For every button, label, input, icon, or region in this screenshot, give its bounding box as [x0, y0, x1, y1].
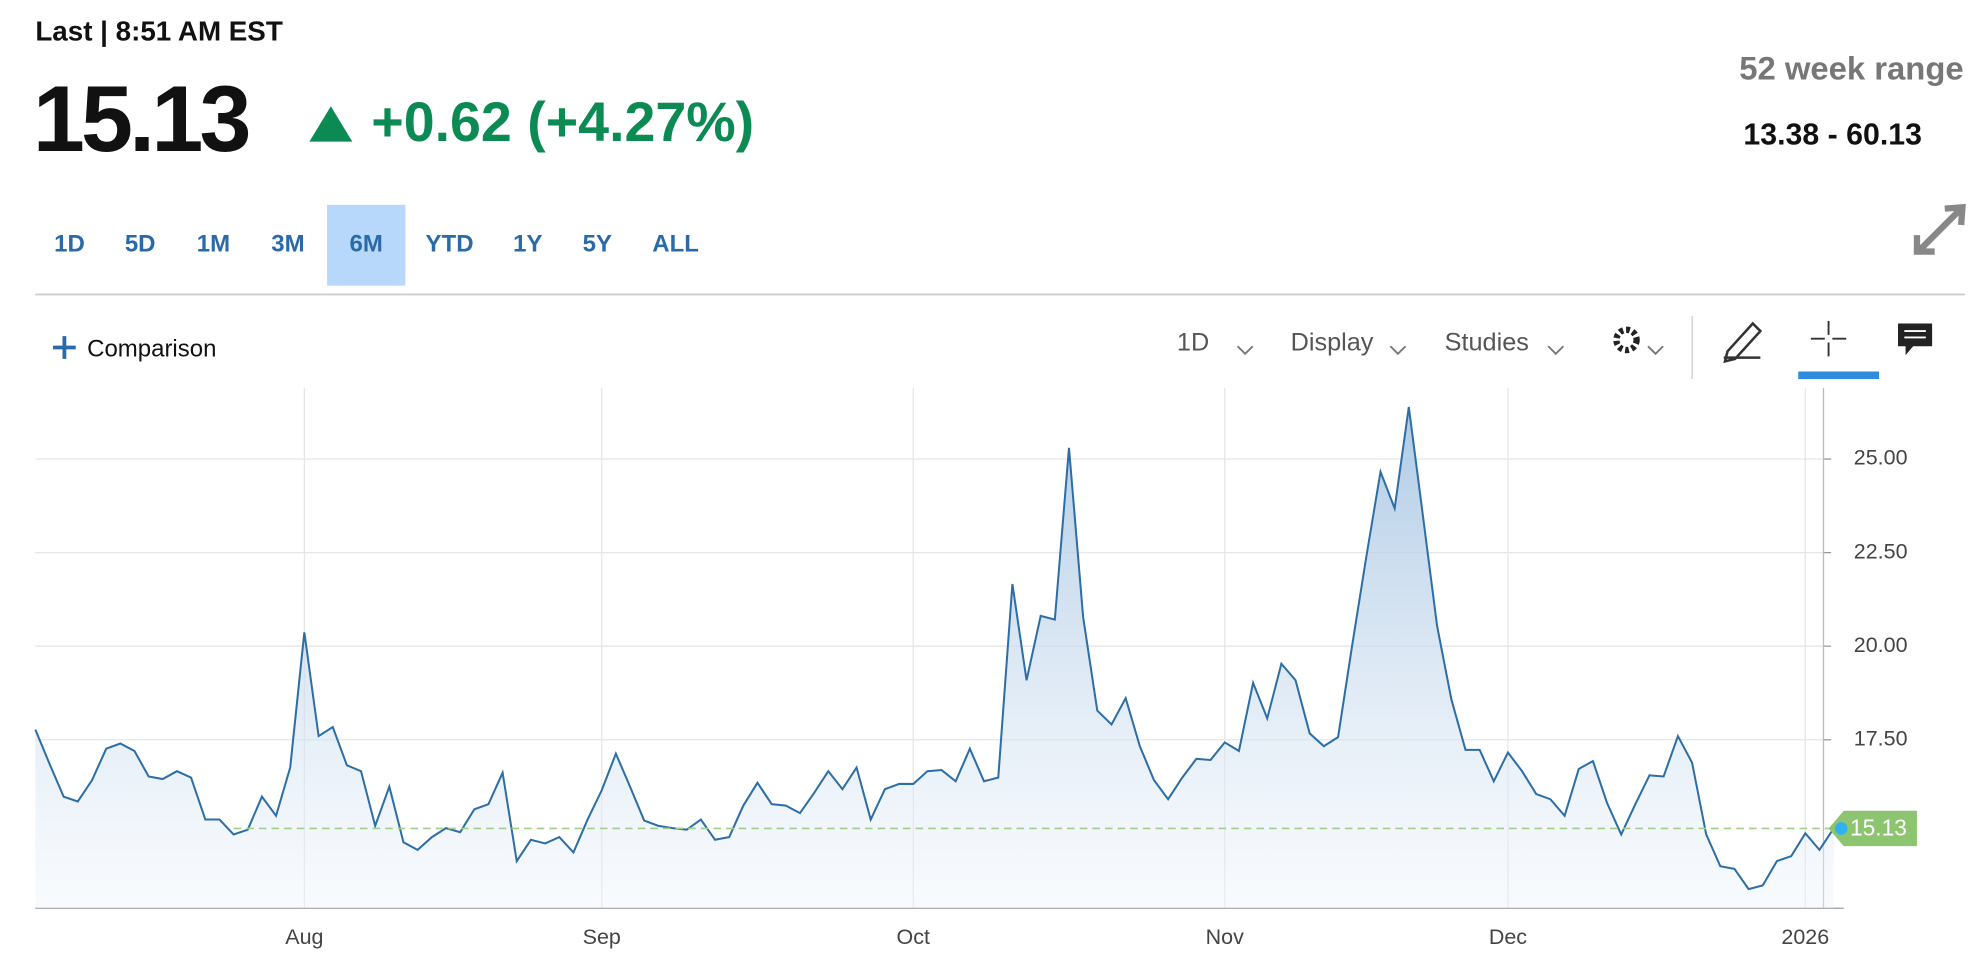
range-button[interactable]: 1M	[197, 231, 230, 258]
range-button[interactable]: 3M	[271, 231, 304, 258]
display[interactable]: Display	[1291, 328, 1374, 356]
y-tick-label: 17.50	[1854, 726, 1908, 750]
crosshair-icon[interactable]	[1810, 320, 1847, 357]
last-price-dot	[1834, 822, 1848, 835]
x-tick-label: Dec	[1489, 925, 1527, 949]
x-tick-label: 2026	[1781, 925, 1829, 949]
y-tick-label: 22.50	[1854, 539, 1908, 563]
area	[35, 406, 1834, 909]
plot: 17.50 20.00 22.50 25.00 Aug Sep Oct Nov Dec 2026 1…	[34, 387, 1917, 949]
range-button[interactable]: 5D	[125, 231, 156, 258]
pencil-icon[interactable]	[1723, 321, 1763, 364]
range-buttons: 1D 5D 1M 3M 6M YTD 1Y 5Y ALL	[54, 204, 699, 286]
plus-icon[interactable]	[53, 336, 76, 359]
x-tick-label: Aug	[285, 925, 323, 949]
x-tick-label: Oct	[897, 925, 930, 949]
comment-icon[interactable]	[1898, 323, 1933, 356]
range-selected	[327, 204, 406, 286]
studies[interactable]: Studies	[1445, 328, 1529, 356]
line	[34, 406, 1835, 891]
range-title: 52 week range	[1739, 50, 1963, 87]
expand-icon[interactable]	[1913, 203, 1966, 255]
price: 15.13	[33, 66, 249, 171]
last-price-badge	[1828, 810, 1917, 847]
x-tick-label: Sep	[583, 925, 621, 949]
up-arrow	[309, 106, 353, 142]
range-button[interactable]: ALL	[652, 231, 699, 258]
y-tick-label: 20.00	[1854, 633, 1908, 657]
range-button[interactable]: YTD	[426, 231, 474, 258]
gear-icon[interactable]	[1613, 326, 1640, 354]
interval[interactable]: 1D	[1177, 328, 1209, 356]
crosshair-active	[1798, 371, 1880, 380]
x-tick-label: Nov	[1206, 925, 1244, 949]
range-value: 13.38 - 60.13	[1743, 119, 1922, 152]
comment-lines	[1904, 330, 1926, 339]
chevrons	[1236, 345, 1664, 356]
range-button[interactable]: 1Y	[513, 231, 542, 258]
last-price-label: 15.13	[1850, 815, 1907, 841]
range-button[interactable]: 6M	[350, 231, 383, 258]
y-tick-label: 25.00	[1854, 446, 1908, 470]
change: +0.62 (+4.27%)	[371, 91, 754, 153]
range-button[interactable]: 1D	[54, 231, 85, 258]
range-button[interactable]: 5Y	[583, 231, 612, 258]
last-time: Last | 8:51 AM EST	[35, 15, 282, 46]
comparison[interactable]: Comparison	[87, 335, 216, 362]
